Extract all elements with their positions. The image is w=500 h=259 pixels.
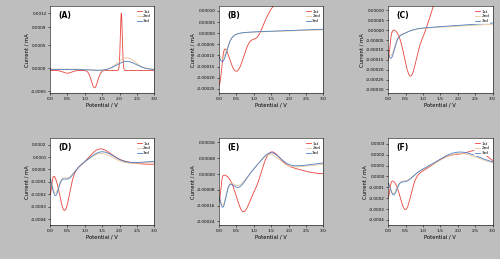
X-axis label: Potential / V: Potential / V [424, 235, 456, 240]
Text: (C): (C) [396, 11, 409, 20]
Legend: 1st, 2nd, 3rd: 1st, 2nd, 3rd [474, 141, 490, 156]
Text: (A): (A) [58, 11, 71, 20]
Y-axis label: Current / mA: Current / mA [24, 165, 29, 199]
Text: (B): (B) [228, 11, 240, 20]
Text: (E): (E) [228, 143, 239, 152]
X-axis label: Potential / V: Potential / V [86, 235, 118, 240]
Legend: 1st, 2nd, 3rd: 1st, 2nd, 3rd [474, 9, 490, 24]
Legend: 1st, 2nd, 3rd: 1st, 2nd, 3rd [136, 141, 152, 156]
Y-axis label: Current / mA: Current / mA [190, 33, 196, 67]
Y-axis label: Current / mA: Current / mA [24, 33, 29, 67]
X-axis label: Potential / V: Potential / V [86, 103, 118, 108]
Y-axis label: Current / mA: Current / mA [360, 33, 365, 67]
X-axis label: Potential / V: Potential / V [256, 235, 287, 240]
Legend: 1st, 2nd, 3rd: 1st, 2nd, 3rd [304, 141, 322, 156]
Y-axis label: Current / mA: Current / mA [362, 165, 368, 199]
Legend: 1st, 2nd, 3rd: 1st, 2nd, 3rd [304, 9, 322, 24]
Text: (D): (D) [58, 143, 71, 152]
Legend: 1st, 2nd, 3rd: 1st, 2nd, 3rd [136, 9, 152, 24]
Text: (F): (F) [396, 143, 408, 152]
X-axis label: Potential / V: Potential / V [424, 103, 456, 108]
X-axis label: Potential / V: Potential / V [256, 103, 287, 108]
Y-axis label: Current / mA: Current / mA [190, 165, 196, 199]
